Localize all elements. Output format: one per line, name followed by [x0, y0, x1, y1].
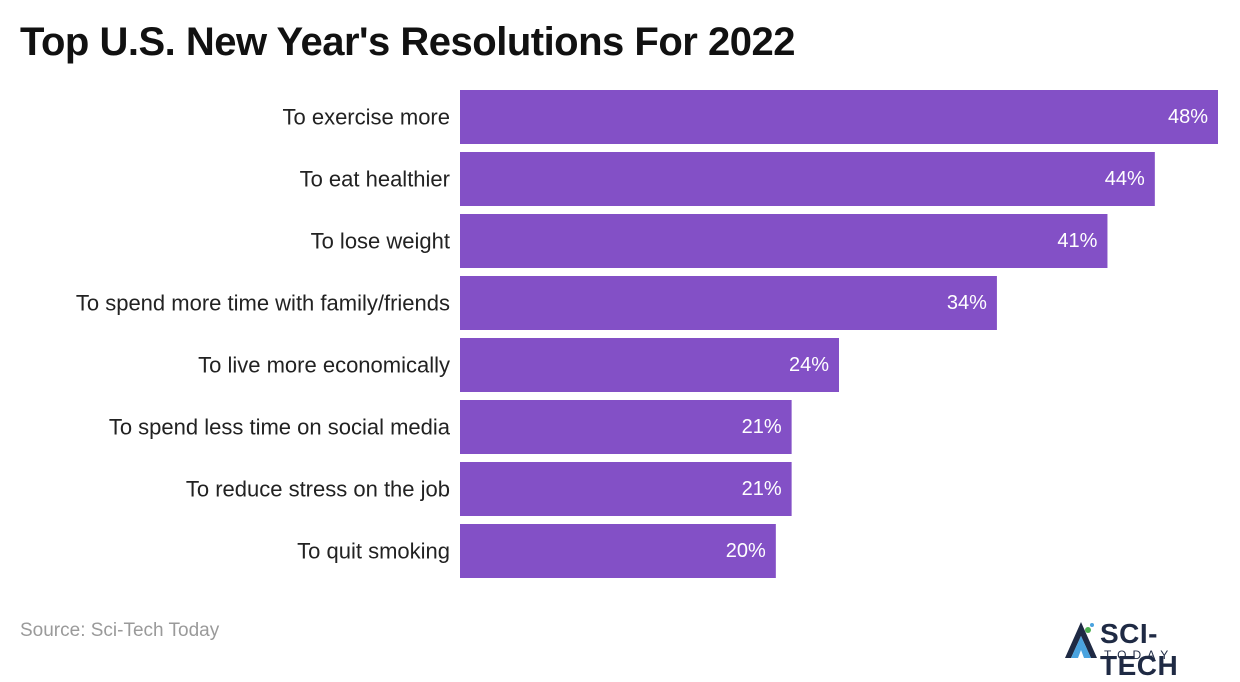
category-label-2: To lose weight [311, 229, 450, 254]
value-label-1: 44% [1105, 168, 1145, 190]
chart-title: Top U.S. New Year's Resolutions For 2022 [20, 20, 795, 64]
bar-3 [460, 276, 997, 330]
bar-4 [460, 338, 839, 392]
value-label-3: 34% [947, 292, 987, 314]
value-label-4: 24% [789, 354, 829, 376]
category-label-4: To live more economically [198, 353, 450, 378]
bar-chart: To exercise more 48% To eat healthier 44% To… [76, 90, 1218, 578]
value-label-7: 20% [726, 540, 766, 562]
value-label-0: 48% [1168, 106, 1208, 128]
bar-2 [460, 214, 1108, 268]
category-label-5: To spend less time on social media [109, 415, 451, 440]
value-label-6: 21% [742, 478, 782, 500]
sci-tech-logo: SCI-TECH TODAY [1064, 618, 1234, 681]
logo-tagline: TODAY [1104, 648, 1175, 662]
bar-0 [460, 90, 1218, 144]
source-note: Source: Sci-Tech Today [20, 620, 220, 641]
bar-6 [460, 462, 792, 516]
bar-7 [460, 524, 776, 578]
category-label-1: To eat healthier [300, 167, 450, 192]
category-label-0: To exercise more [282, 105, 450, 130]
category-label-7: To quit smoking [297, 539, 450, 564]
bar-5 [460, 400, 792, 454]
bar-1 [460, 152, 1155, 206]
category-label-6: To reduce stress on the job [186, 477, 450, 502]
value-label-2: 41% [1057, 230, 1097, 252]
value-label-5: 21% [742, 416, 782, 438]
sci-tech-logo-icon [1065, 622, 1097, 658]
category-label-3: To spend more time with family/friends [76, 291, 450, 316]
